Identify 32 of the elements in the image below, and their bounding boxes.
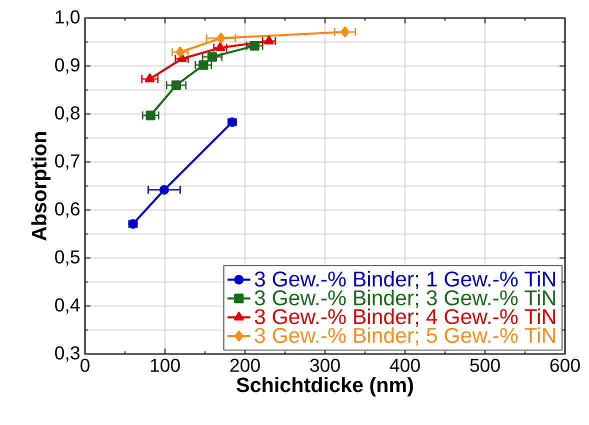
x-tick-label: 300 (310, 358, 340, 372)
point (176, 46, 185, 58)
point (250, 41, 260, 51)
x-tick-label: 400 (390, 358, 420, 372)
point (159, 185, 170, 195)
y-tick-label: 0,4 (55, 298, 80, 314)
y-tick-label: 0,5 (55, 250, 80, 266)
x-tick-label: 200 (230, 358, 260, 372)
legend-label: 3 Gew.-% Binder; 4 Gew.-% TiN (254, 308, 555, 327)
point (215, 42, 226, 52)
legend-label: 3 Gew.-% Binder; 3 Gew.-% TiN (254, 290, 555, 308)
y-tick-label: 1,0 (56, 10, 80, 26)
x-tick-label: 100 (150, 358, 180, 372)
point (198, 60, 208, 70)
point (216, 32, 226, 44)
legend-label: 3 Gew.-% Binder; 1 Gew.-% TiN (254, 270, 555, 290)
point (207, 52, 217, 62)
point (144, 74, 155, 82)
y-tick-label: 0,7 (55, 154, 80, 170)
point (340, 26, 350, 38)
point (171, 80, 182, 90)
y-tick-label: 0,6 (55, 202, 80, 218)
y-tick-label: 0,3 (55, 346, 80, 362)
x-tick-label: 600 (550, 358, 580, 372)
x-tick-label: 500 (470, 358, 500, 372)
point (146, 110, 156, 120)
y-tick-label: 0,8 (55, 106, 80, 122)
x-axis-title: Schichtdicke (nm) (236, 377, 413, 396)
y-tick-label: 0,9 (55, 58, 80, 74)
y-axis-title: Absorption (31, 132, 51, 241)
legend-label: 3 Gew.-% Binder; 5 Gew.-% TiN (254, 327, 555, 346)
x-tick-label: 0 (80, 358, 90, 372)
